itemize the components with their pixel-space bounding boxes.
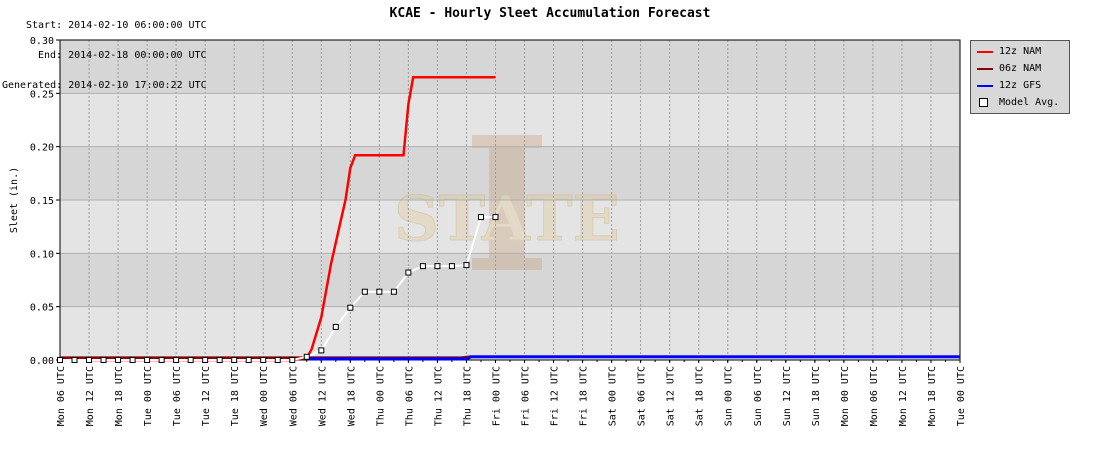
model-avg-point [477, 214, 484, 221]
model-avg-point [173, 357, 180, 363]
model-avg-point [57, 357, 63, 363]
x-tick-label: Thu 06 UTC [404, 366, 415, 426]
x-tick-label: Wed 12 UTC [317, 366, 328, 426]
x-tick-label: Sat 18 UTC [695, 366, 706, 426]
x-tick-label: Mon 12 UTC [85, 366, 96, 426]
model-avg-point [86, 357, 93, 363]
model-avg-point [390, 288, 397, 295]
x-tick-label: Mon 06 UTC [56, 366, 67, 426]
model-avg-point [187, 357, 194, 363]
model-avg-point [260, 357, 267, 363]
model-avg-point [448, 263, 455, 270]
end-time: End: 2014-02-18 00:00:00 UTC [38, 50, 207, 61]
model-avg-point [216, 357, 223, 363]
y-tick-label: 0.25 [30, 89, 54, 100]
model-avg-point [463, 262, 470, 269]
x-tick-label: Sat 06 UTC [637, 366, 648, 426]
model-avg-point [289, 357, 296, 363]
x-tick-label: Mon 12 UTC [898, 366, 909, 426]
x-tick-label: Sun 06 UTC [753, 366, 764, 426]
x-tick-label: Sun 00 UTC [724, 366, 735, 426]
model-avg-point [231, 357, 238, 363]
model-avg-point [376, 288, 383, 295]
y-tick-label: 0.15 [30, 196, 54, 207]
x-tick-label: Mon 06 UTC [869, 366, 880, 426]
model-avg-point [347, 304, 354, 311]
legend-label: 12z NAM [999, 46, 1042, 57]
model-avg-point [434, 263, 441, 270]
plot-band [60, 40, 960, 94]
series-12z-gfs [306, 355, 960, 361]
model-avg-point [274, 357, 281, 363]
y-axis-label: Sleet (in.) [9, 167, 20, 233]
x-tick-label: Sun 18 UTC [811, 366, 822, 426]
model-avg-point [419, 263, 426, 270]
model-avg-point [144, 357, 151, 363]
plot-band [60, 253, 960, 307]
legend-item-12z-nam: 12z NAM [971, 43, 1069, 60]
x-tick-label: Fri 18 UTC [579, 366, 590, 426]
y-tick-label: 0.30 [30, 36, 54, 47]
x-tick-label: Fri 06 UTC [521, 366, 532, 426]
x-tick-label: Wed 00 UTC [259, 366, 270, 426]
model-avg-point [202, 357, 209, 363]
x-tick-label: Tue 18 UTC [230, 366, 241, 426]
legend-label: 06z NAM [999, 63, 1042, 74]
x-tick-label: Mon 18 UTC [927, 366, 938, 426]
x-tick-label: Thu 12 UTC [433, 366, 444, 426]
model-avg-point [303, 353, 310, 360]
chart-title: KCAE - Hourly Sleet Accumulation Forecas… [389, 6, 711, 21]
x-tick-label: Mon 00 UTC [840, 366, 851, 426]
x-tick-label: Thu 18 UTC [462, 366, 473, 426]
model-avg-point [332, 323, 339, 330]
legend-swatch [977, 68, 993, 70]
model-avg-point [71, 357, 78, 363]
legend-item-06z-nam: 06z NAM [971, 60, 1069, 77]
model-avg-point [318, 347, 325, 354]
x-tick-label: Mon 18 UTC [114, 366, 125, 426]
plot-band [60, 306, 960, 360]
plot-band [60, 93, 960, 147]
plot-band [60, 146, 960, 200]
model-avg-point [245, 357, 252, 363]
x-tick-label: Wed 06 UTC [288, 366, 299, 426]
start-time: Start: 2014-02-10 06:00:00 UTC [26, 20, 207, 31]
watermark-text: STATE [394, 182, 620, 255]
y-tick-label: 0.10 [30, 249, 54, 260]
x-tick-label: Tue 06 UTC [172, 366, 183, 426]
model-avg-point [100, 357, 107, 363]
legend-swatch [977, 85, 993, 87]
x-tick-label: Tue 12 UTC [201, 366, 212, 426]
y-tick-label: 0.20 [30, 143, 54, 154]
model-avg-point [129, 357, 136, 363]
legend-label: Model Avg. [999, 97, 1060, 108]
x-tick-label: Sat 12 UTC [666, 366, 677, 426]
legend-item-12z-gfs: 12z GFS [971, 77, 1069, 94]
x-tick-label: Sun 12 UTC [782, 366, 793, 426]
model-avg-point [115, 357, 122, 363]
x-tick-label: Thu 00 UTC [375, 366, 386, 426]
generated-time: Generated: 2014-02-10 17:00:22 UTC [2, 80, 207, 91]
y-tick-label: 0.00 [30, 356, 54, 367]
legend-item-model-avg: Model Avg. [971, 94, 1069, 111]
x-tick-label: Fri 12 UTC [550, 366, 561, 426]
model-avg-point [361, 288, 368, 295]
model-avg-point [158, 357, 165, 363]
x-tick-label: Tue 00 UTC [956, 366, 967, 426]
legend-swatch [979, 98, 988, 107]
model-avg-point [492, 214, 499, 221]
x-tick-label: Wed 18 UTC [346, 366, 357, 426]
y-tick-label: 0.05 [30, 303, 54, 314]
run-metadata: Start: 2014-02-10 06:00:00 UTC End: 2014… [2, 1, 207, 101]
chart-legend: 12z NAM 06z NAM 12z GFS Model Avg. [970, 40, 1070, 114]
x-tick-label: Fri 00 UTC [491, 366, 502, 426]
plot-band [60, 200, 960, 254]
model-avg-point [405, 269, 412, 276]
x-tick-label: Tue 00 UTC [143, 366, 154, 426]
x-tick-label: Sat 00 UTC [608, 366, 619, 426]
legend-swatch [977, 51, 993, 53]
legend-label: 12z GFS [999, 80, 1042, 91]
